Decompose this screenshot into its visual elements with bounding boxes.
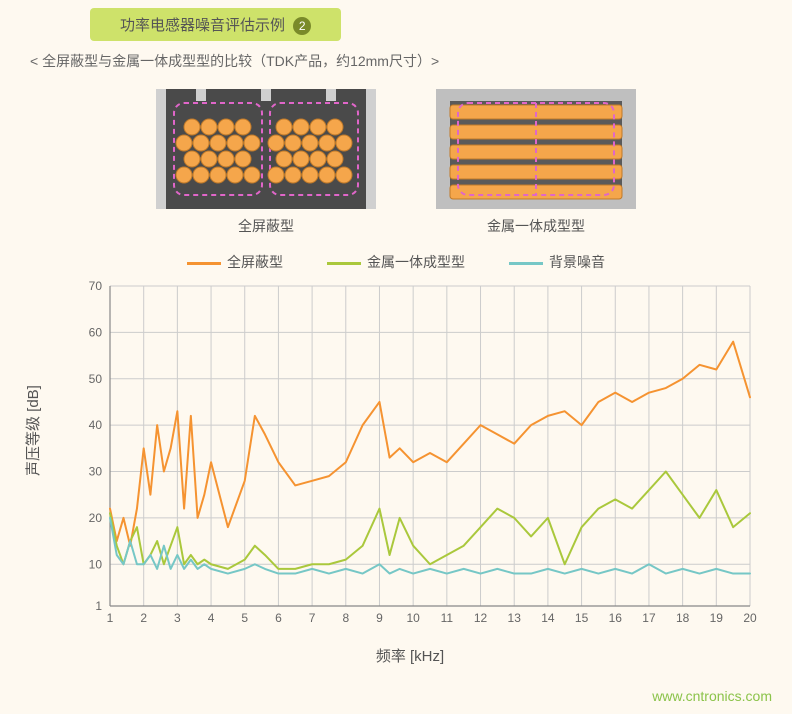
svg-text:9: 9 <box>376 611 383 625</box>
svg-text:7: 7 <box>309 611 316 625</box>
legend-item: 金属一体成型型 <box>327 252 465 272</box>
svg-text:20: 20 <box>743 611 757 625</box>
diagram-svg: 全屏蔽型 金属一体成型型 <box>136 79 656 239</box>
y-axis-label: 声压等级 [dB] <box>22 385 43 476</box>
svg-text:15: 15 <box>575 611 589 625</box>
svg-text:1: 1 <box>107 611 114 625</box>
svg-text:17: 17 <box>642 611 656 625</box>
svg-text:8: 8 <box>342 611 349 625</box>
subtitle: < 全屏蔽型与金属一体成型型的比较（TDK产品，约12mm尺寸）> <box>30 51 792 71</box>
title-bar: 功率电感器噪音评估示例 2 <box>90 8 341 41</box>
legend-label: 背景噪音 <box>549 254 605 270</box>
watermark: www.cntronics.com <box>652 688 772 704</box>
svg-text:19: 19 <box>710 611 724 625</box>
title-number: 2 <box>293 17 311 35</box>
legend-item: 背景噪音 <box>509 252 605 272</box>
svg-text:5: 5 <box>241 611 248 625</box>
svg-text:10: 10 <box>406 611 420 625</box>
svg-text:20: 20 <box>89 511 103 525</box>
svg-text:2: 2 <box>140 611 147 625</box>
legend-item: 全屏蔽型 <box>187 252 283 272</box>
svg-text:30: 30 <box>89 465 103 479</box>
svg-text:60: 60 <box>89 325 103 339</box>
legend-label: 全屏蔽型 <box>227 254 283 270</box>
legend-swatch <box>187 262 221 265</box>
line-chart: 1234567891011121314151617181920102030405… <box>60 276 760 636</box>
svg-text:12: 12 <box>474 611 488 625</box>
legend-swatch <box>509 262 543 265</box>
svg-text:11: 11 <box>441 611 454 625</box>
svg-text:金属一体成型型: 金属一体成型型 <box>487 218 585 234</box>
svg-text:50: 50 <box>89 372 103 386</box>
svg-text:16: 16 <box>609 611 623 625</box>
legend-label: 金属一体成型型 <box>367 254 465 270</box>
svg-text:13: 13 <box>508 611 522 625</box>
svg-text:14: 14 <box>541 611 555 625</box>
svg-text:4: 4 <box>208 611 215 625</box>
chart-container: 声压等级 [dB] 123456789101112131415161718192… <box>60 276 760 641</box>
svg-text:1: 1 <box>95 599 102 613</box>
svg-text:3: 3 <box>174 611 181 625</box>
inductor-diagrams: 全屏蔽型 金属一体成型型 <box>0 79 792 244</box>
title-text: 功率电感器噪音评估示例 <box>120 17 285 34</box>
legend-swatch <box>327 262 361 265</box>
svg-text:40: 40 <box>89 418 103 432</box>
svg-text:全屏蔽型: 全屏蔽型 <box>238 218 294 234</box>
chart-legend: 全屏蔽型 金属一体成型型 背景噪音 <box>0 252 792 272</box>
svg-text:70: 70 <box>89 279 103 293</box>
x-axis-label: 频率 [kHz] <box>60 645 760 666</box>
svg-text:18: 18 <box>676 611 690 625</box>
svg-text:10: 10 <box>89 557 103 571</box>
svg-text:6: 6 <box>275 611 282 625</box>
